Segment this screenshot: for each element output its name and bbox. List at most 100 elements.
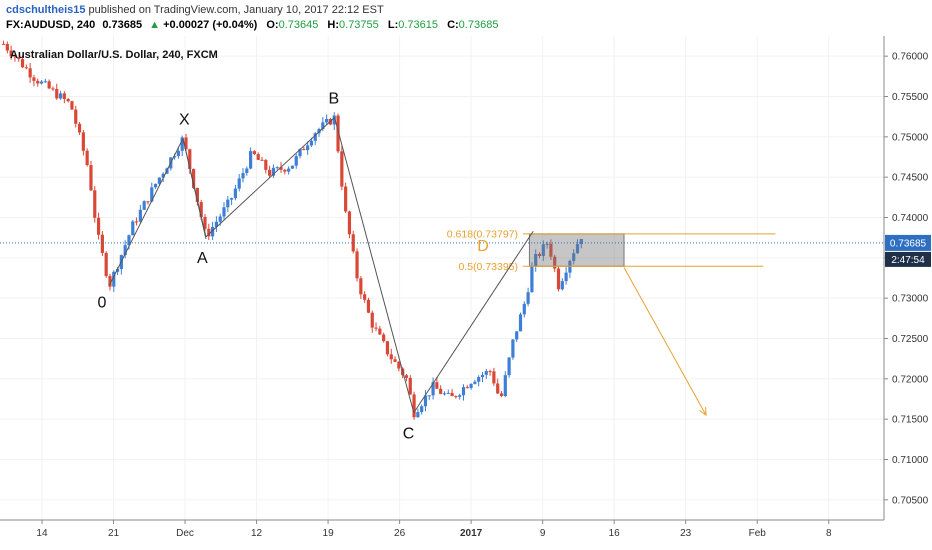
candle-body	[484, 371, 488, 375]
symbol-label[interactable]: FX:AUDUSD, 240	[6, 19, 96, 31]
candle-body	[58, 93, 63, 99]
candle-body	[241, 173, 245, 179]
candle-body	[412, 394, 416, 418]
last-price: 0.73685	[102, 19, 143, 31]
candle-body	[321, 122, 325, 130]
pattern-leg	[182, 138, 207, 239]
candle-body	[332, 115, 336, 125]
candle-body	[579, 239, 583, 245]
close-label: C:	[447, 19, 459, 31]
price-chart[interactable]: 0.618(0.73797) 0.5(0.73395) 0 X A B C D Austral…	[0, 36, 932, 550]
candle-body	[534, 253, 538, 267]
candle-body	[222, 207, 226, 217]
candle-body	[237, 178, 241, 189]
author-name[interactable]: cdschultheis15	[6, 4, 86, 16]
candle-body	[556, 268, 561, 290]
candle-body	[461, 387, 466, 396]
high-value: 0.73755	[339, 19, 379, 31]
candle-body	[43, 81, 47, 83]
candle-body	[195, 187, 199, 203]
chart-header: cdschultheis15 published on TradingView.…	[0, 0, 932, 36]
candle-body	[378, 328, 382, 335]
candle-body	[142, 201, 146, 210]
candle-body	[24, 67, 28, 69]
price-tick-label: 0.75500	[892, 92, 929, 103]
candle-body	[290, 165, 295, 169]
candle-body	[317, 129, 321, 134]
open-label: O:	[266, 19, 279, 31]
price-tick-label: 0.74500	[892, 173, 929, 184]
candle-body	[480, 374, 485, 378]
candlestick-series	[1, 40, 583, 420]
candle-body	[100, 234, 104, 253]
prz-target-box	[528, 233, 625, 267]
pattern-leg	[205, 117, 335, 238]
candle-body	[146, 201, 150, 203]
current-price-text: 0.73685	[890, 238, 927, 249]
price-tick-label: 0.70500	[892, 495, 929, 506]
open-value: 0.73645	[278, 19, 319, 31]
price-tick-label: 0.76000	[892, 52, 929, 63]
candle-body	[172, 156, 177, 158]
candle-body	[104, 252, 108, 277]
projection-arrowhead-icon	[699, 407, 707, 417]
time-tick-label: 19	[323, 528, 335, 539]
candle-body	[537, 253, 542, 256]
candle-body	[211, 227, 215, 237]
candle-body	[131, 221, 135, 236]
candle-body	[541, 244, 545, 256]
candle-body	[427, 395, 431, 397]
countdown-text: 2:47:54	[891, 255, 925, 266]
candle-body	[230, 198, 234, 200]
wave-label: X	[179, 111, 190, 128]
candle-body	[397, 361, 401, 369]
candle-body	[355, 251, 359, 279]
candle-body	[287, 168, 291, 172]
candle-body	[431, 382, 435, 396]
candle-body	[32, 77, 36, 81]
candle-body	[294, 156, 298, 166]
candle-body	[408, 377, 412, 395]
candle-body	[553, 256, 557, 269]
pattern-leg	[413, 230, 534, 413]
candle-body	[17, 57, 21, 60]
candle-body	[477, 377, 481, 382]
time-tick-label: 9	[540, 528, 546, 539]
candle-body	[256, 154, 260, 160]
publish-info: cdschultheis15 published on TradingView.…	[6, 4, 384, 16]
candle-body	[515, 331, 519, 340]
time-tick-label: 12	[251, 528, 263, 539]
candle-body	[404, 375, 409, 378]
candle-body	[306, 145, 310, 151]
candle-body	[96, 217, 101, 235]
candle-body	[74, 109, 78, 124]
candle-body	[340, 151, 344, 187]
low-value: 0.73615	[398, 19, 438, 31]
candle-body	[302, 149, 306, 151]
candle-body	[473, 381, 477, 384]
candle-body	[385, 341, 390, 355]
candle-body	[389, 354, 393, 360]
time-tick-label: Feb	[749, 528, 767, 539]
candle-body	[5, 43, 9, 51]
time-tick-label: 2017	[460, 528, 483, 539]
published-text: published on TradingView.com, January 10…	[88, 4, 384, 16]
candle-body	[271, 167, 276, 176]
candle-body	[188, 149, 192, 169]
time-axis[interactable]: 14 21 Dec 12 19 26 2017 9 16 23 Feb 8	[36, 520, 832, 539]
candle-body	[62, 93, 66, 99]
candle-body	[423, 395, 428, 407]
candle-body	[218, 216, 222, 222]
wave-label: 0	[97, 294, 106, 311]
candle-body	[351, 234, 355, 252]
candle-body	[416, 412, 420, 418]
candle-body	[458, 395, 462, 397]
candle-body	[382, 334, 386, 342]
fib-level-label: 0.618(0.73797)	[447, 228, 518, 240]
candle-body	[439, 388, 443, 394]
candle-body	[214, 221, 219, 228]
pattern-leg	[108, 138, 184, 286]
price-axis[interactable]: 0.760000.755000.750000.745000.740000.735…	[884, 52, 929, 507]
candle-body	[522, 303, 526, 315]
time-tick-label: Dec	[176, 528, 194, 539]
